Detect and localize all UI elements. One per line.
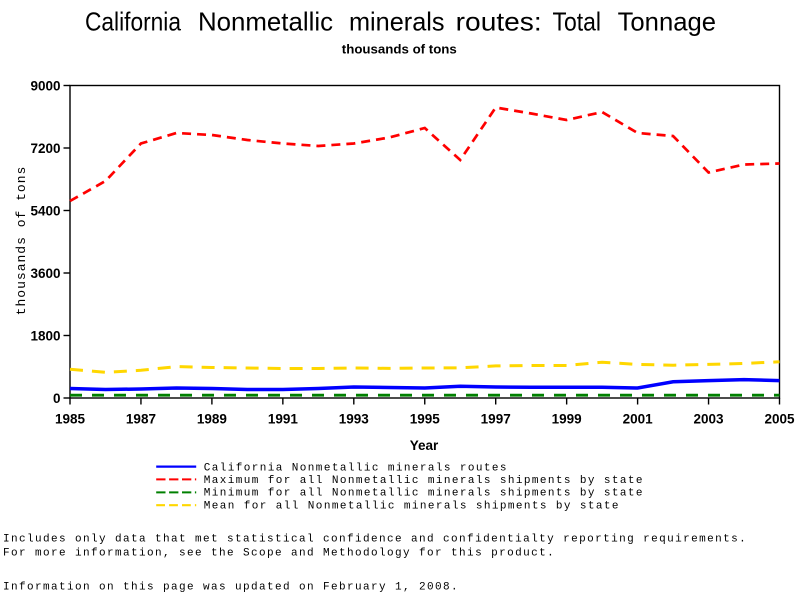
svg-text:Total: Total	[553, 7, 602, 37]
svg-text:Minimum for all Nonmetallic mi: Minimum for all Nonmetallic minerals shi…	[204, 488, 644, 500]
svg-text:thousands of tons: thousands of tons	[14, 166, 29, 316]
svg-text:minerals: minerals	[349, 7, 445, 37]
svg-text:For more information, see the: For more information, see the Scope and …	[3, 548, 555, 560]
svg-text:Information on this page was u: Information on this page was updated on …	[3, 582, 459, 594]
svg-text:Mean for all Nonmetallic miner: Mean for all Nonmetallic minerals shipme…	[204, 501, 620, 513]
svg-text:California: California	[85, 7, 181, 37]
svg-text:2003: 2003	[694, 412, 725, 427]
svg-text:Includes only data that met st: Includes only data that met statistical …	[3, 534, 747, 546]
svg-text:California Nonmetallic mineral: California Nonmetallic minerals routes	[204, 463, 508, 475]
svg-text:1987: 1987	[126, 412, 156, 427]
svg-text:1995: 1995	[410, 412, 441, 427]
svg-text:2005: 2005	[764, 412, 795, 427]
svg-text:1985: 1985	[55, 412, 86, 427]
svg-text:Nonmetallic: Nonmetallic	[198, 7, 333, 37]
svg-text:1989: 1989	[197, 412, 227, 427]
svg-text:9000: 9000	[30, 79, 60, 94]
svg-text:1993: 1993	[339, 412, 370, 427]
svg-text:3600: 3600	[30, 266, 60, 281]
svg-text:Tonnage: Tonnage	[618, 7, 716, 37]
svg-text:Year: Year	[410, 438, 439, 453]
svg-text:1999: 1999	[552, 412, 582, 427]
svg-text:Maximum for all Nonmetallic mi: Maximum for all Nonmetallic minerals shi…	[204, 475, 644, 487]
svg-text:7200: 7200	[30, 141, 60, 156]
svg-text:5400: 5400	[30, 204, 60, 219]
svg-text:routes:: routes:	[456, 7, 542, 37]
svg-text:1800: 1800	[30, 329, 60, 344]
svg-text:2001: 2001	[623, 412, 654, 427]
svg-text:1991: 1991	[268, 412, 299, 427]
svg-text:0: 0	[53, 391, 61, 406]
svg-text:1997: 1997	[481, 412, 511, 427]
svg-text:thousands of tons: thousands of tons	[342, 42, 457, 57]
